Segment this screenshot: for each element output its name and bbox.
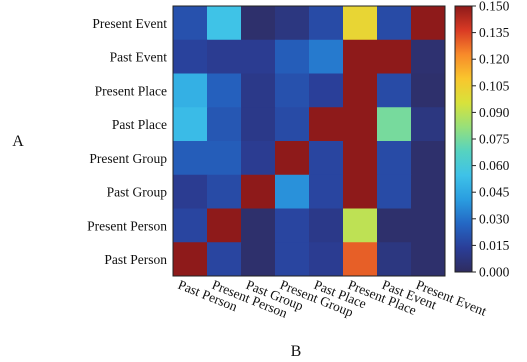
heatmap-cell xyxy=(173,107,208,142)
heatmap-cell xyxy=(207,39,242,74)
colorbar-tick-label: 0.045 xyxy=(479,185,510,200)
heatmap-cell xyxy=(207,6,242,41)
heatmap-cell xyxy=(241,141,276,176)
colorbar-tick-label: 0.075 xyxy=(479,132,510,147)
heatmap-cell xyxy=(275,174,310,209)
heatmap-cell xyxy=(275,141,310,176)
y-tick-label: Present Person xyxy=(87,218,167,233)
heatmap-cell xyxy=(275,208,310,243)
heatmap-cell xyxy=(411,6,446,41)
heatmap-cell xyxy=(309,174,344,209)
y-tick-label: Past Place xyxy=(112,117,167,132)
heatmap-cell xyxy=(411,242,446,277)
heatmap-cell xyxy=(377,208,412,243)
plot-frame xyxy=(172,5,446,277)
colorbar xyxy=(454,5,473,273)
heatmap-cell xyxy=(377,141,412,176)
heatmap-cell xyxy=(377,39,412,74)
colorbar-tick-label: 0.090 xyxy=(479,105,510,120)
heatmap-cell xyxy=(377,6,412,41)
heatmap-cell xyxy=(207,208,242,243)
heatmap-cell xyxy=(343,141,378,176)
heatmap-cell xyxy=(275,242,310,277)
heatmap-cell xyxy=(377,73,412,108)
heatmap-cell xyxy=(309,39,344,74)
heatmap-cell xyxy=(275,107,310,142)
colorbar-tick-label: 0.000 xyxy=(479,265,510,280)
heatmap-cell xyxy=(207,107,242,142)
heatmap-cell xyxy=(343,73,378,108)
y-tick-label: Past Event xyxy=(110,50,168,65)
heatmap-cell xyxy=(173,6,208,41)
heatmap-cell xyxy=(377,107,412,142)
heatmap-cells xyxy=(173,6,446,277)
colorbar-tick-label: 0.120 xyxy=(479,52,510,67)
heatmap-cell xyxy=(241,73,276,108)
heatmap-cell xyxy=(343,208,378,243)
heatmap-cell xyxy=(173,141,208,176)
heatmap-cell xyxy=(241,6,276,41)
heatmap-cell xyxy=(207,73,242,108)
colorbar-tick-label: 0.105 xyxy=(479,78,510,93)
heatmap-cell xyxy=(343,39,378,74)
heatmap-cell xyxy=(343,174,378,209)
y-tick-labels: Present Event Past Event Present Place Past… xyxy=(87,16,167,267)
heatmap-cell xyxy=(241,242,276,277)
heatmap-cell xyxy=(343,242,378,277)
heatmap-cell xyxy=(309,141,344,176)
heatmap-cell xyxy=(275,39,310,74)
x-axis-label: B xyxy=(291,343,302,360)
colorbar-tick-label: 0.150 xyxy=(479,0,510,14)
colorbar-tick-label: 0.030 xyxy=(479,211,510,226)
y-tick-label: Present Place xyxy=(95,83,167,98)
heatmap-cell xyxy=(275,73,310,108)
heatmap-cell xyxy=(343,6,378,41)
heatmap-cell xyxy=(241,39,276,74)
heatmap-cell xyxy=(377,174,412,209)
heatmap-cell xyxy=(411,208,446,243)
y-tick-label: Present Group xyxy=(89,151,167,166)
heatmap-cell xyxy=(309,242,344,277)
colorbar-tick-label: 0.135 xyxy=(479,25,510,40)
heatmap-cell xyxy=(207,174,242,209)
heatmap-cell xyxy=(241,107,276,142)
heatmap-cell xyxy=(173,242,208,277)
y-tick-label: Past Person xyxy=(104,252,167,267)
heatmap-cell xyxy=(411,73,446,108)
colorbar-ticks: 0.000 0.015 0.030 0.045 0.060 0.075 0.090 0.105… xyxy=(472,0,510,280)
heatmap-cell xyxy=(411,174,446,209)
heatmap-cell xyxy=(309,107,344,142)
heatmap-cell xyxy=(411,107,446,142)
heatmap-cell xyxy=(241,174,276,209)
y-tick-label: Present Event xyxy=(92,16,167,31)
heatmap-cell xyxy=(173,73,208,108)
heatmap-cell xyxy=(411,141,446,176)
heatmap-cell xyxy=(275,6,310,41)
colorbar-tick-label: 0.060 xyxy=(479,158,510,173)
heatmap-cell xyxy=(309,208,344,243)
heatmap-cell xyxy=(207,242,242,277)
heatmap-cell xyxy=(173,39,208,74)
y-axis-label: A xyxy=(12,133,24,150)
heatmap-cell xyxy=(173,174,208,209)
heatmap-cell xyxy=(207,141,242,176)
heatmap-cell xyxy=(309,6,344,41)
y-tick-label: Past Group xyxy=(107,185,168,200)
heatmap-cell xyxy=(173,208,208,243)
colorbar-tick-label: 0.015 xyxy=(479,238,510,253)
heatmap-cell xyxy=(343,107,378,142)
heatmap-cell xyxy=(377,242,412,277)
heatmap-cell xyxy=(309,73,344,108)
heatmap-cell xyxy=(241,208,276,243)
heatmap-cell xyxy=(411,39,446,74)
